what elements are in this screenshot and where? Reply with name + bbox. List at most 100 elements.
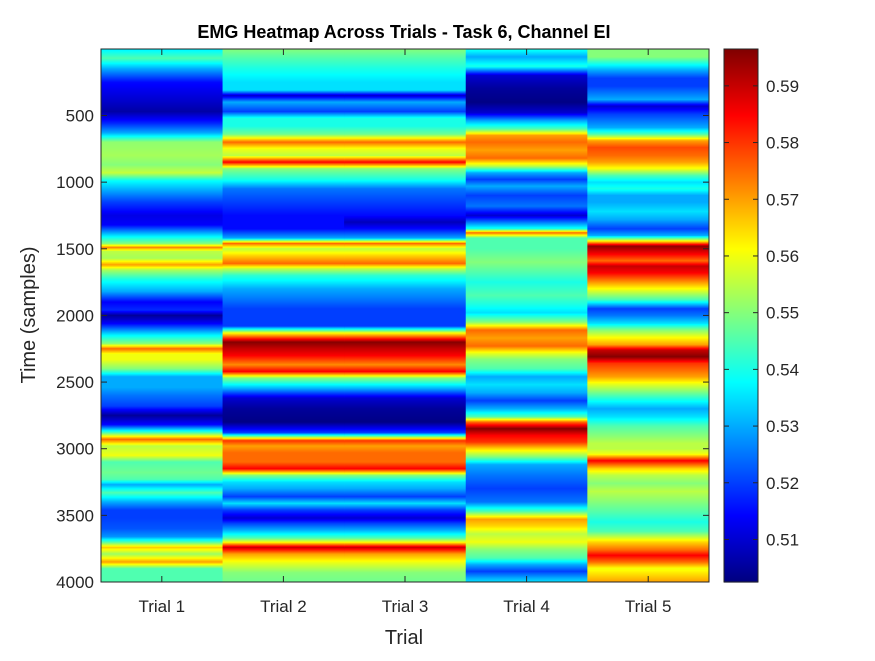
- heatmap-cell: [101, 557, 224, 559]
- heatmap-cell: [587, 468, 709, 470]
- heatmap-cell: [465, 269, 588, 271]
- heatmap-cell: [344, 298, 467, 300]
- heatmap-cell: [587, 188, 709, 190]
- heatmap-cell: [587, 156, 709, 158]
- colorbar-segment: [724, 555, 758, 557]
- heatmap-cell: [465, 141, 588, 143]
- colorbar-segment: [724, 475, 758, 477]
- heatmap-cell: [222, 279, 345, 281]
- colorbar-segment: [724, 388, 758, 390]
- heatmap-cell: [101, 191, 224, 193]
- heatmap-cell: [465, 78, 588, 80]
- heatmap-cell: [101, 374, 224, 376]
- heatmap-cell: [465, 402, 588, 404]
- heatmap-cell: [344, 571, 467, 573]
- heatmap-cell: [587, 119, 709, 121]
- heatmap-cell: [344, 221, 467, 223]
- heatmap-cell: [344, 207, 467, 209]
- heatmap-cell: [101, 282, 224, 284]
- colorbar-segment: [724, 293, 758, 295]
- heatmap-cell: [101, 192, 224, 194]
- heatmap-cell: [222, 81, 345, 83]
- colorbar-segment: [724, 393, 758, 395]
- heatmap-cell: [587, 390, 709, 392]
- heatmap-cell: [101, 245, 224, 247]
- colorbar-segment: [724, 134, 758, 136]
- heatmap-cell: [222, 84, 345, 86]
- heatmap-cell: [587, 352, 709, 354]
- heatmap-cell: [465, 185, 588, 187]
- heatmap-cell: [101, 278, 224, 280]
- heatmap-cell: [465, 436, 588, 438]
- heatmap-cell: [222, 330, 345, 332]
- heatmap-cell: [101, 252, 224, 254]
- heatmap-cell: [222, 237, 345, 239]
- colorbar-segment: [724, 473, 758, 475]
- heatmap-cell: [101, 539, 224, 541]
- heatmap-cell: [344, 170, 467, 172]
- heatmap-cell: [222, 508, 345, 510]
- colorbar-segment: [724, 330, 758, 332]
- colorbar-segment: [724, 427, 758, 429]
- heatmap-cell: [465, 517, 588, 519]
- heatmap-cell: [587, 489, 709, 491]
- heatmap-cell: [465, 206, 588, 208]
- heatmap-cell: [587, 113, 709, 115]
- heatmap-cell: [587, 148, 709, 150]
- colorbar-segment: [724, 423, 758, 425]
- heatmap-cell: [222, 367, 345, 369]
- heatmap-cell: [465, 474, 588, 476]
- heatmap-cell: [222, 281, 345, 283]
- heatmap-cell: [101, 218, 224, 220]
- heatmap-cell: [587, 499, 709, 501]
- heatmap-cell: [465, 302, 588, 304]
- heatmap-cell: [465, 143, 588, 145]
- heatmap-cell: [101, 456, 224, 458]
- colorbar-segment: [724, 332, 758, 334]
- colorbar-segment: [724, 486, 758, 488]
- heatmap-cell: [101, 507, 224, 509]
- heatmap-cell: [587, 555, 709, 557]
- colorbar-segment: [724, 522, 758, 524]
- heatmap-cell: [101, 397, 224, 399]
- heatmap-cell: [465, 261, 588, 263]
- heatmap-cell: [344, 540, 467, 542]
- heatmap-cell: [101, 453, 224, 455]
- heatmap-cell: [222, 498, 345, 500]
- heatmap-cell: [344, 457, 467, 459]
- heatmap-cell: [101, 183, 224, 185]
- heatmap-cell: [101, 165, 224, 167]
- heatmap-cell: [222, 112, 345, 114]
- colorbar-segment: [724, 580, 758, 582]
- heatmap-cell: [587, 455, 709, 457]
- heatmap-cell: [587, 108, 709, 110]
- colorbar-segment: [724, 383, 758, 385]
- heatmap-cell: [587, 412, 709, 414]
- heatmap-cell: [587, 110, 709, 112]
- heatmap-cell: [344, 566, 467, 568]
- heatmap-cell: [344, 561, 467, 563]
- heatmap-cell: [465, 196, 588, 198]
- heatmap-cell: [587, 224, 709, 226]
- colorbar-segment: [724, 372, 758, 374]
- colorbar: [723, 48, 759, 583]
- heatmap-cell: [101, 535, 224, 537]
- colorbar-segment: [724, 260, 758, 262]
- heatmap-cell: [587, 198, 709, 200]
- heatmap-cell: [465, 100, 588, 102]
- heatmap-cell: [101, 430, 224, 432]
- heatmap-cell: [587, 73, 709, 75]
- heatmap-cell: [465, 554, 588, 556]
- heatmap-cell: [101, 413, 224, 415]
- colorbar-segment: [724, 137, 758, 139]
- heatmap-cell: [587, 114, 709, 116]
- heatmap-cell: [344, 90, 467, 92]
- heatmap-cell: [344, 295, 467, 297]
- heatmap-cell: [222, 408, 345, 410]
- heatmap-cell: [344, 505, 467, 507]
- heatmap-cell: [465, 551, 588, 553]
- heatmap-cell: [222, 387, 345, 389]
- heatmap-cell: [587, 490, 709, 492]
- heatmap-cell: [587, 519, 709, 521]
- heatmap-cell: [222, 157, 345, 159]
